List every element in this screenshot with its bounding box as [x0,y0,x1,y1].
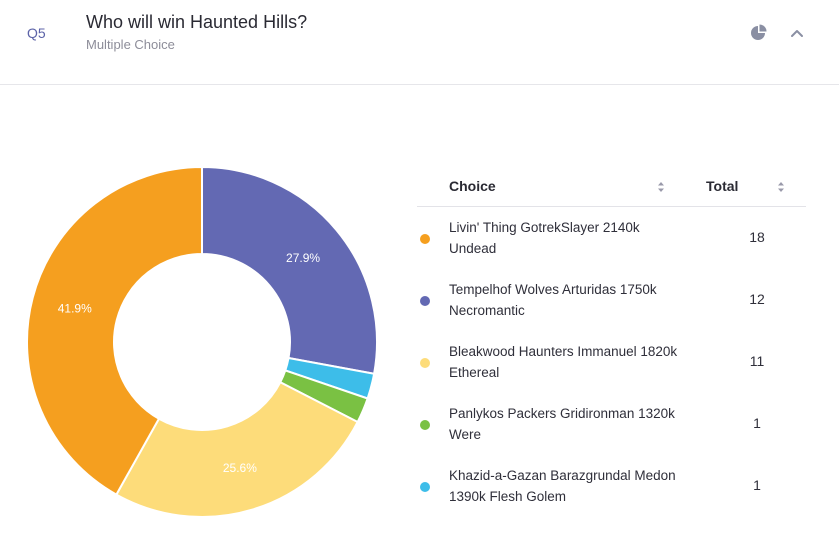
donut-slice[interactable] [201,165,378,375]
table-row: Bleakwood Haunters Immanuel 1820k Ethere… [417,331,806,393]
table-row: Tempelhof Wolves Arturidas 1750k Necroma… [417,269,806,331]
legend-dot [420,296,430,306]
table-row: Panlykos Packers Gridironman 1320k Were … [417,393,806,455]
table-header: Choice Total [417,168,806,207]
legend-dot [420,234,430,244]
donut-slice[interactable] [26,165,203,496]
slice-percent-label: 41.9% [58,302,92,316]
question-title: Who will win Haunted Hills? [86,12,308,32]
slice-percent-label: 25.6% [223,461,257,475]
question-number: Q5 [27,25,46,41]
column-header-choice[interactable]: Choice [449,178,496,194]
choice-total: 12 [749,291,765,307]
results-table: Choice Total Livin' Thing GotrekSlayer 2… [417,168,806,517]
table-row: Livin' Thing GotrekSlayer 2140k Undead 1… [417,207,806,269]
question-type: Multiple Choice [86,37,175,52]
donut-chart: 27.9% 25.6% 41.9% [26,165,378,518]
choice-label: Tempelhof Wolves Arturidas 1750k Necroma… [449,282,657,318]
question-header: Q5 Who will win Haunted Hills? Multiple … [0,0,839,85]
table-row: Khazid-a-Gazan Barazgrundal Medon 1390k … [417,455,806,517]
slice-percent-label: 27.9% [286,251,320,265]
choice-total: 1 [753,477,761,493]
choice-label: Bleakwood Haunters Immanuel 1820k Ethere… [449,344,678,380]
legend-dot [420,358,430,368]
pie-chart-icon[interactable] [747,22,769,44]
column-header-total[interactable]: Total [706,178,739,194]
legend-dot [420,482,430,492]
choice-label: Panlykos Packers Gridironman 1320k Were [449,406,675,442]
choice-label: Khazid-a-Gazan Barazgrundal Medon 1390k … [449,468,676,504]
choice-label: Livin' Thing GotrekSlayer 2140k Undead [449,220,640,256]
legend-dot [420,420,430,430]
chevron-up-icon[interactable] [786,22,808,44]
sort-icon[interactable] [777,180,785,192]
donut-slice[interactable] [114,380,359,518]
choice-total: 1 [753,415,761,431]
choice-total: 11 [749,353,765,369]
choice-total: 18 [749,229,765,245]
sort-icon[interactable] [657,180,665,192]
